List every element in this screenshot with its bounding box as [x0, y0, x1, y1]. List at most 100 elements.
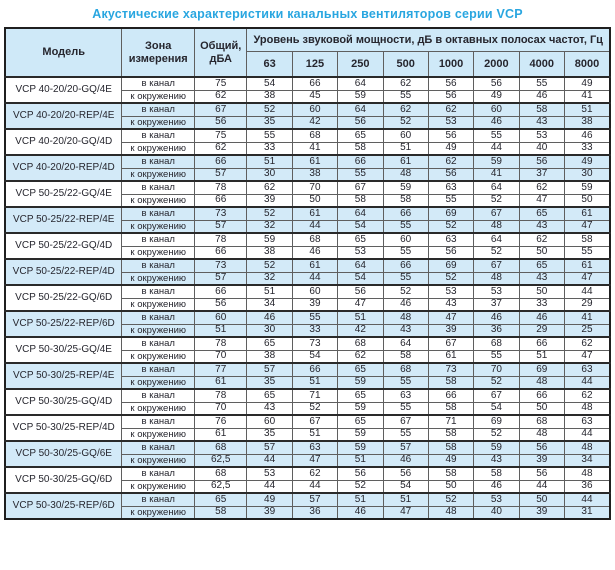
total-dba-cell: 67 [194, 102, 248, 117]
band-level-cell: 66 [427, 388, 475, 403]
band-level-cell: 43 [473, 453, 520, 468]
band-level-cell: 50 [518, 401, 565, 416]
band-level-cell: 61 [563, 258, 611, 273]
table-row: к окружению 66 38 46 53 55 56 52 50 55 [5, 245, 611, 260]
band-level-cell: 48 [518, 375, 565, 390]
total-dba-cell: 56 [194, 297, 248, 312]
band-level-cell: 56 [518, 466, 565, 481]
total-dba-cell: 75 [194, 76, 248, 91]
band-level-cell: 59 [337, 375, 384, 390]
band-level-cell: 63 [291, 440, 339, 455]
total-dba-cell: 66 [194, 284, 248, 299]
band-level-cell: 44 [291, 479, 339, 494]
measurement-zone-cell: к окружению [121, 193, 196, 208]
band-level-cell: 66 [291, 362, 339, 377]
header-zone: Зона измерения [121, 27, 196, 78]
band-level-cell: 45 [291, 89, 339, 104]
total-dba-cell: 62 [194, 141, 248, 156]
model-cell: VCP 50-30/25-GQ/4D [4, 388, 123, 416]
band-level-cell: 59 [473, 440, 520, 455]
band-level-cell: 56 [518, 440, 565, 455]
total-dba-cell: 51 [194, 323, 248, 338]
band-level-cell: 68 [382, 362, 429, 377]
band-level-cell: 62 [291, 466, 339, 481]
band-level-cell: 52 [382, 115, 429, 130]
measurement-zone-cell: к окружению [121, 219, 196, 234]
band-level-cell: 49 [563, 76, 611, 91]
band-level-cell: 43 [518, 115, 565, 130]
band-level-cell: 25 [563, 323, 611, 338]
band-level-cell: 65 [337, 128, 384, 143]
band-level-cell: 48 [563, 466, 611, 481]
table-row: VCP 50-30/25-REP/6D в канал 65 49 57 51 51 52 53… [4, 492, 611, 520]
total-dba-cell: 78 [194, 388, 248, 403]
band-level-cell: 56 [337, 115, 384, 130]
band-level-cell: 48 [473, 219, 520, 234]
total-dba-cell: 57 [194, 219, 248, 234]
header-frequency: 500 [382, 51, 429, 78]
band-level-cell: 55 [382, 375, 429, 390]
band-level-cell: 65 [246, 388, 293, 403]
band-level-cell: 53 [337, 245, 384, 260]
band-level-cell: 36 [473, 323, 520, 338]
band-level-cell: 51 [382, 492, 429, 507]
band-level-cell: 39 [246, 193, 293, 208]
band-level-cell: 44 [291, 271, 339, 286]
band-level-cell: 51 [563, 102, 611, 117]
band-level-cell: 63 [563, 362, 611, 377]
band-level-cell: 39 [246, 505, 293, 520]
band-level-cell: 59 [337, 427, 384, 442]
band-level-cell: 63 [427, 180, 475, 195]
band-level-cell: 60 [246, 414, 293, 429]
table-row: к окружению 58 39 36 46 47 48 40 39 31 [5, 505, 611, 520]
measurement-zone-cell: к окружению [121, 89, 196, 104]
measurement-zone-cell: в канал [121, 284, 196, 299]
band-level-cell: 64 [337, 102, 384, 117]
band-level-cell: 69 [427, 258, 475, 273]
band-level-cell: 54 [473, 401, 520, 416]
band-level-cell: 54 [291, 349, 339, 364]
measurement-zone-cell: к окружению [121, 141, 196, 156]
table-row: к окружению 62,5 44 44 52 54 50 46 44 36 [5, 479, 611, 494]
band-level-cell: 46 [382, 453, 429, 468]
band-level-cell: 55 [246, 128, 293, 143]
band-level-cell: 70 [291, 180, 339, 195]
band-level-cell: 47 [427, 310, 475, 325]
total-dba-cell: 78 [194, 336, 248, 351]
measurement-zone-cell: к окружению [121, 505, 196, 520]
band-level-cell: 67 [337, 180, 384, 195]
model-cell: VCP 50-30/25-REP/4D [4, 414, 123, 442]
band-level-cell: 44 [246, 453, 293, 468]
header-bands-title: Уровень звуковой мощности, дБ в октавных… [246, 27, 611, 52]
band-level-cell: 63 [563, 414, 611, 429]
band-level-cell: 48 [563, 440, 611, 455]
measurement-zone-cell: к окружению [121, 245, 196, 260]
band-level-cell: 50 [427, 479, 475, 494]
band-level-cell: 51 [291, 427, 339, 442]
band-level-cell: 54 [382, 479, 429, 494]
band-level-cell: 64 [473, 232, 520, 247]
band-level-cell: 31 [563, 505, 611, 520]
measurement-zone-cell: в канал [121, 492, 196, 507]
total-dba-cell: 61 [194, 375, 248, 390]
total-dba-cell: 61 [194, 427, 248, 442]
model-cell: VCP 50-30/25-REP/6D [4, 492, 123, 520]
band-level-cell: 43 [382, 323, 429, 338]
band-level-cell: 66 [382, 258, 429, 273]
table-row: VCP 50-25/22-REP/6D в канал 60 46 55 51 48 47 46… [4, 310, 611, 338]
table-row: к окружению 51 30 33 42 43 39 36 29 25 [5, 323, 611, 338]
band-level-cell: 52 [382, 284, 429, 299]
band-level-cell: 39 [291, 297, 339, 312]
band-level-cell: 54 [337, 219, 384, 234]
band-level-cell: 64 [473, 180, 520, 195]
header-total: Общий, дБА [194, 27, 248, 78]
band-level-cell: 56 [337, 284, 384, 299]
band-level-cell: 38 [291, 167, 339, 182]
measurement-zone-cell: к окружению [121, 271, 196, 286]
band-level-cell: 47 [563, 271, 611, 286]
band-level-cell: 49 [246, 492, 293, 507]
measurement-zone-cell: в канал [121, 232, 196, 247]
band-level-cell: 42 [291, 115, 339, 130]
band-level-cell: 46 [473, 310, 520, 325]
band-level-cell: 59 [337, 440, 384, 455]
